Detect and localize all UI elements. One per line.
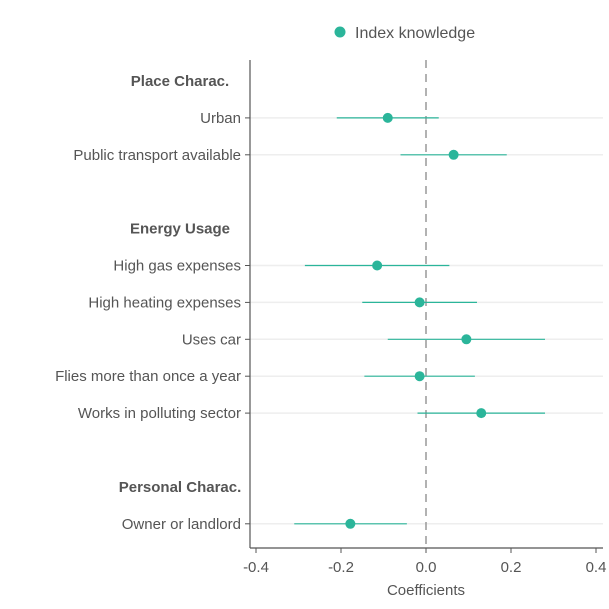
- legend: Index knowledge: [334, 25, 475, 42]
- y-label-flies-more-than-once-a-year: Flies more than once a year: [55, 368, 241, 385]
- y-label-high-heating-expenses: High heating expenses: [88, 294, 241, 311]
- y-label-urban: Urban: [200, 110, 241, 127]
- group-header-energy-usage: Energy Usage: [130, 221, 230, 238]
- y-axis-labels: Place Charac. Urban Public transport avail…: [55, 73, 250, 533]
- legend-label-index-knowledge: Index knowledge: [355, 25, 475, 42]
- point-uses-car: [461, 334, 472, 345]
- group-header-place-charac: Place Charac.: [131, 73, 229, 90]
- point-works-in-polluting-sector: [476, 408, 487, 419]
- point-high-gas-expenses: [372, 260, 383, 271]
- y-label-public-transport-available: Public transport available: [73, 147, 241, 164]
- x-axis-ticks: -0.4 -0.2 0.0 0.2 0.4: [243, 548, 606, 576]
- x-tick-label-0: -0.4: [243, 559, 269, 576]
- x-axis-title: Coefficients: [387, 582, 465, 599]
- x-tick-label-3: 0.2: [501, 559, 522, 576]
- x-tick-label-2: 0.0: [416, 559, 437, 576]
- point-flies-more-than-once-a-year: [414, 371, 425, 382]
- group-header-personal-charac: Personal Charac.: [119, 479, 242, 496]
- y-label-uses-car: Uses car: [182, 331, 241, 348]
- y-label-owner-or-landlord: Owner or landlord: [122, 516, 241, 533]
- x-tick-label-4: 0.4: [586, 559, 607, 576]
- point-high-heating-expenses: [414, 297, 425, 308]
- point-urban: [382, 112, 393, 123]
- point-owner-or-landlord: [345, 518, 356, 529]
- x-tick-label-1: -0.2: [328, 559, 354, 576]
- legend-marker-index-knowledge: [334, 26, 346, 38]
- y-label-works-in-polluting-sector: Works in polluting sector: [78, 405, 241, 422]
- data-marks: [294, 112, 545, 529]
- point-public-transport-available: [448, 149, 459, 160]
- y-label-high-gas-expenses: High gas expenses: [113, 258, 241, 275]
